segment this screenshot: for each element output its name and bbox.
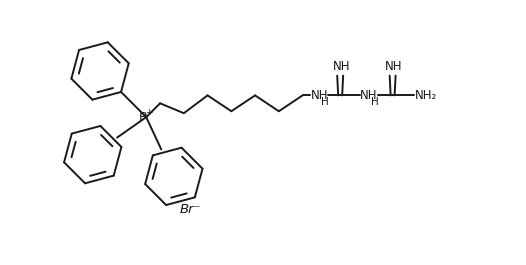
Text: +: + — [146, 108, 153, 117]
Text: NH: NH — [385, 60, 402, 73]
Text: NH₂: NH₂ — [414, 89, 437, 102]
Text: H: H — [371, 97, 379, 107]
Text: Br⁻: Br⁻ — [180, 203, 201, 216]
Text: P: P — [138, 111, 146, 124]
Text: NH: NH — [332, 60, 350, 73]
Text: H: H — [321, 97, 329, 107]
Text: NH: NH — [310, 89, 328, 102]
Text: NH: NH — [360, 89, 378, 102]
